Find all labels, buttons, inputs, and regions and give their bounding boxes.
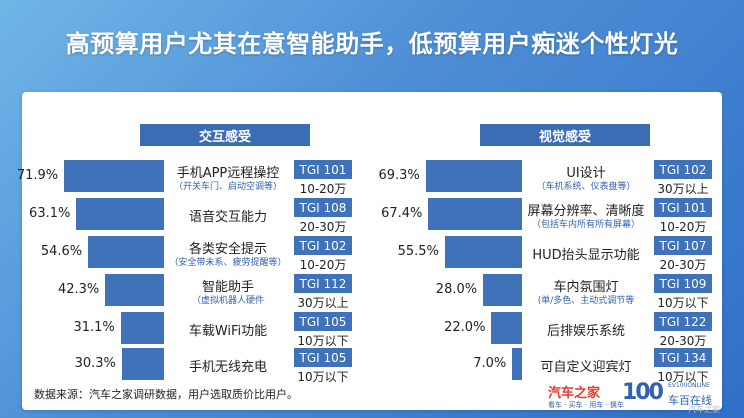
category-label: 智能助手 (201, 280, 254, 295)
tgi-badge: TGI 101 (294, 160, 352, 179)
ev100-logo-number: 100 (622, 380, 664, 405)
watermark: 汽车之家 (688, 405, 720, 414)
tgi-badge: TGI 102 (294, 236, 352, 255)
category-label: UI设计 (566, 166, 606, 181)
price-range: 10万以下 (297, 370, 349, 384)
category-label: 可自定义迎宾灯 (540, 360, 632, 375)
tgi-badge: TGI 102 (654, 160, 712, 179)
price-range: 30万以上 (297, 296, 349, 310)
page-title: 高预算用户尤其在意智能助手，低预算用户痴迷个性灯光 (65, 29, 679, 58)
category-label: 车载WiFi功能 (188, 324, 268, 339)
price-range: 10万以下 (657, 370, 709, 384)
value-label: 63.1% (29, 206, 71, 221)
value-label: 30.3% (74, 356, 116, 371)
right-chart-title: 视觉感受 (480, 124, 650, 146)
bar-interaction-4 (120, 312, 164, 344)
ev100-logo-english: EV100ONLINE (668, 382, 710, 389)
category-sublabel: （包括车内所有所有屏幕） (531, 220, 640, 230)
value-label: 55.5% (397, 244, 439, 259)
bar-visual-1 (428, 198, 522, 230)
category-label: 手机无线充电 (188, 360, 267, 375)
value-label: 42.3% (57, 282, 100, 297)
bar-visual-2 (444, 236, 522, 268)
bar-visual-5 (512, 348, 522, 380)
price-range: 20-30万 (659, 258, 707, 272)
price-range: 10-20万 (299, 182, 347, 196)
category-label: HUD抬头显示功能 (532, 248, 640, 263)
tgi-badge: TGI 105 (294, 312, 352, 331)
price-range: 10-20万 (659, 220, 707, 234)
brand-logo-text: 汽车之家 (548, 386, 601, 401)
tgi-badge: TGI 108 (294, 198, 352, 217)
tgi-badge: TGI 112 (294, 274, 352, 293)
ev100-logo-chinese: 车百在线 (668, 394, 712, 407)
bar-visual-4 (491, 312, 522, 344)
price-range: 10-20万 (299, 258, 347, 272)
bar-interaction-2 (88, 236, 164, 268)
category-sublabel: （安全带未系、疲劳提醒等） (169, 258, 287, 268)
category-label: 屏幕分辨率、清晰度 (527, 204, 645, 219)
bar-interaction-1 (76, 198, 164, 230)
tgi-badge: TGI 134 (654, 348, 712, 367)
category-sublabel: （开关车门、启动空调等） (173, 182, 282, 192)
value-label: 28.0% (435, 282, 478, 297)
category-label: 后排娱乐系统 (546, 324, 625, 339)
bar-visual-0 (425, 160, 522, 192)
value-label: 31.1% (73, 320, 115, 335)
tgi-badge: TGI 105 (294, 348, 352, 367)
bar-interaction-3 (105, 274, 164, 306)
value-label: 22.0% (444, 320, 486, 335)
category-label: 手机APP远程操控 (176, 166, 280, 181)
category-sublabel: （虚拟机器人硬件 (191, 296, 264, 306)
tgi-badge: TGI 109 (654, 274, 712, 293)
value-label: 69.3% (378, 168, 420, 183)
price-range: 20-30万 (659, 334, 707, 348)
category-label: 车内氛围灯 (553, 280, 619, 295)
tgi-badge: TGI 122 (654, 312, 712, 331)
category-label: 语音交互能力 (188, 210, 267, 225)
price-range: 20-30万 (299, 220, 347, 234)
bar-interaction-5 (121, 348, 164, 380)
category-sublabel: (单/多色、主动式调节等 (537, 296, 635, 306)
price-range: 10万以下 (297, 334, 349, 348)
tgi-badge: TGI 101 (654, 198, 712, 217)
brand-slogan: 看车 · 买车 · 用车 · 换车 (548, 401, 625, 409)
value-label: 67.4% (381, 206, 423, 221)
left-chart-title: 交互感受 (140, 124, 310, 146)
footnote: 数据来源：汽车之家调研数据，用户选取质价比用户。 (34, 388, 298, 401)
category-sublabel: （车机系统、仪表盘等） (536, 182, 636, 192)
value-label: 54.6% (40, 244, 83, 259)
value-label: 7.0% (473, 356, 507, 371)
value-label: 71.9% (16, 168, 59, 183)
price-range: 10万以下 (657, 296, 709, 310)
price-range: 30万以上 (657, 182, 709, 196)
category-label: 各类安全提示 (188, 242, 267, 257)
bar-visual-3 (483, 274, 522, 306)
tgi-badge: TGI 107 (654, 236, 712, 255)
bar-interaction-0 (64, 160, 164, 192)
